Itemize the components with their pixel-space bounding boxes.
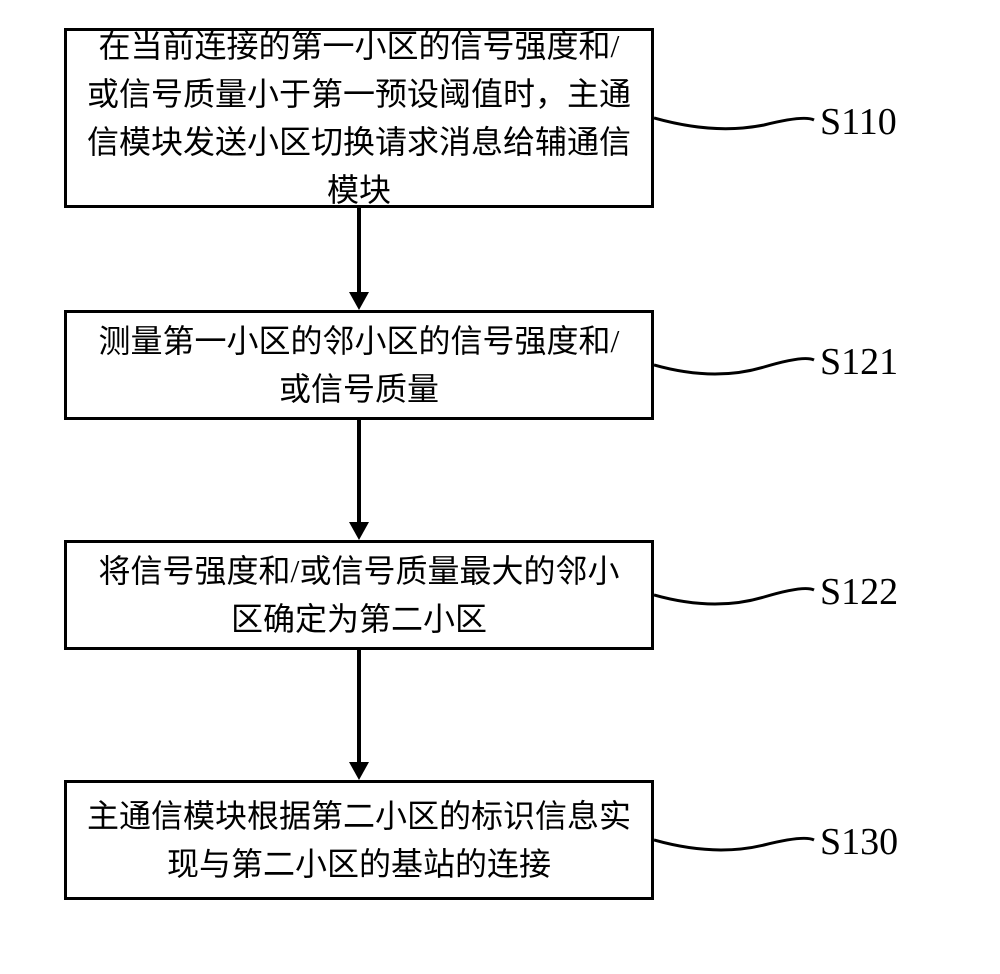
connector-s121 [654,335,824,395]
connector-s110 [654,90,824,150]
step-s121: 测量第一小区的邻小区的信号强度和/或信号质量 [64,310,654,420]
step-s121-text: 测量第一小区的邻小区的信号强度和/或信号质量 [85,317,633,413]
connector-s122 [654,565,824,625]
arrow-2-line [357,420,361,522]
step-s130-text: 主通信模块根据第二小区的标识信息实现与第二小区的基站的连接 [85,792,633,888]
flowchart-canvas: 在当前连接的第一小区的信号强度和/或信号质量小于第一预设阈值时，主通信模块发送小… [0,0,1000,974]
label-s122: S122 [820,570,898,614]
arrow-3-line [357,650,361,762]
arrow-1-line [357,208,361,292]
connector-s130 [654,810,824,870]
step-s122: 将信号强度和/或信号质量最大的邻小区确定为第二小区 [64,540,654,650]
step-s110: 在当前连接的第一小区的信号强度和/或信号质量小于第一预设阈值时，主通信模块发送小… [64,28,654,208]
label-s121: S121 [820,340,898,384]
arrow-1-head [349,292,369,310]
arrow-3-head [349,762,369,780]
arrow-2-head [349,522,369,540]
step-s130: 主通信模块根据第二小区的标识信息实现与第二小区的基站的连接 [64,780,654,900]
step-s122-text: 将信号强度和/或信号质量最大的邻小区确定为第二小区 [85,547,633,643]
step-s110-text: 在当前连接的第一小区的信号强度和/或信号质量小于第一预设阈值时，主通信模块发送小… [85,22,633,214]
label-s130: S130 [820,820,898,864]
label-s110: S110 [820,100,897,144]
